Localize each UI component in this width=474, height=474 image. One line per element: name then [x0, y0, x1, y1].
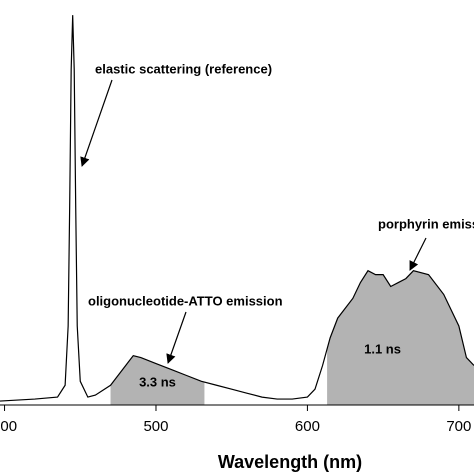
shaded-area: [327, 270, 474, 405]
x-tick-label: 700: [446, 418, 471, 435]
annotation: elastic scattering (reference): [95, 61, 272, 76]
annotation: porphyrin emission: [378, 216, 474, 231]
arrow: [80, 79, 113, 167]
arrow: [409, 237, 427, 271]
x-tick-label: 500: [143, 418, 168, 435]
x-axis-label: Wavelength (nm): [218, 452, 362, 472]
x-tick-label: 600: [295, 418, 320, 435]
spectrum-line: [0, 15, 474, 402]
area-label: 1.1 ns: [364, 341, 401, 356]
area-label: 3.3 ns: [139, 374, 176, 389]
x-tick-label: 400: [0, 418, 17, 435]
annotation: oligonucleotide-ATTO emission: [88, 293, 283, 308]
shaded-area: [110, 355, 205, 405]
arrow: [166, 311, 187, 364]
